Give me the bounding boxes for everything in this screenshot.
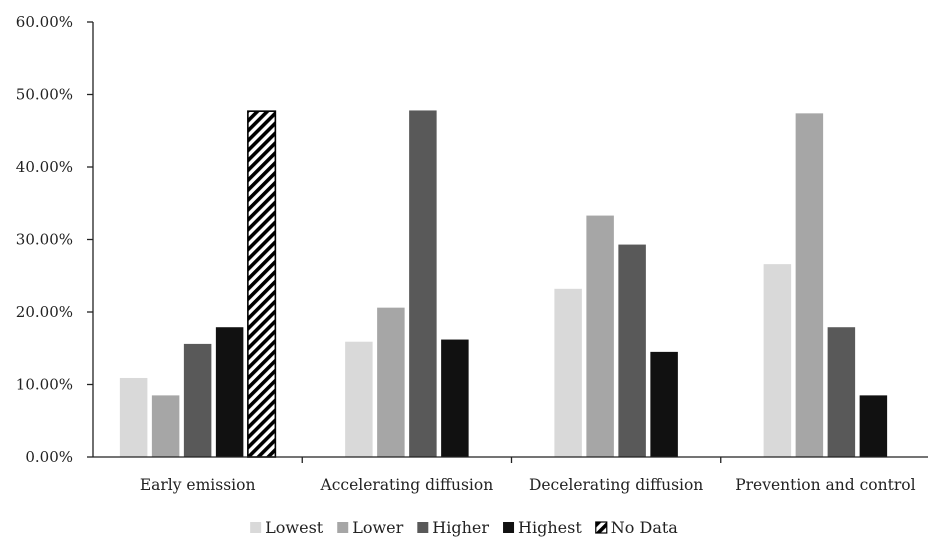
- legend: Lowest Lower Higher Highest No Data: [250, 518, 678, 537]
- bar-lowest: [345, 341, 373, 457]
- legend-item-higher: Higher: [417, 518, 489, 537]
- category-label: Prevention and control: [735, 476, 915, 494]
- bar-highest: [859, 395, 888, 457]
- bar-highest: [215, 327, 244, 457]
- bar-lowest: [554, 288, 582, 457]
- bar-higher: [409, 110, 437, 457]
- axes: [92, 22, 928, 463]
- legend-swatch: [417, 522, 429, 533]
- legend-item-no-data: No Data: [595, 518, 679, 537]
- bar-higher: [183, 343, 212, 457]
- bar-lower: [586, 215, 614, 457]
- category-labels: Early emission Accelerating diffusion Dece…: [140, 476, 916, 494]
- y-tick-label: 40.00%: [16, 158, 73, 176]
- legend-swatch: [503, 522, 515, 533]
- category-label: Accelerating diffusion: [320, 476, 494, 494]
- y-tick-label: 20.00%: [16, 303, 73, 321]
- bar-no-data: [247, 110, 277, 458]
- legend-label: No Data: [611, 518, 679, 537]
- bar-lower: [151, 395, 180, 457]
- legend-label: Highest: [518, 518, 582, 537]
- y-tick-label: 50.00%: [16, 86, 73, 104]
- legend-item-highest: Highest: [503, 518, 582, 537]
- bar-higher: [827, 327, 856, 457]
- bar-lower: [377, 307, 405, 457]
- bar-lower: [795, 113, 824, 457]
- y-tick-label: 60.00%: [16, 13, 73, 31]
- bar-highest: [441, 339, 469, 457]
- y-axis-ticks: 0.00% 10.00% 20.00% 30.00% 40.00% 50.00% 60.00…: [16, 13, 93, 466]
- legend-swatch: [337, 522, 349, 533]
- legend-label: Lower: [352, 518, 403, 537]
- legend-label: Higher: [432, 518, 489, 537]
- bar-highest: [650, 351, 678, 457]
- y-tick-label: 0.00%: [25, 448, 73, 466]
- bars: [119, 110, 888, 458]
- legend-label: Lowest: [265, 518, 324, 537]
- legend-item-lowest: Lowest: [250, 518, 324, 537]
- category-label: Early emission: [140, 476, 256, 494]
- legend-item-lower: Lower: [337, 518, 404, 537]
- bar-lowest: [119, 377, 148, 457]
- legend-swatch: [250, 522, 262, 533]
- category-label: Decelerating diffusion: [529, 476, 703, 494]
- y-tick-label: 10.00%: [16, 376, 73, 394]
- bar-lowest: [763, 264, 792, 457]
- legend-swatch: [595, 521, 608, 534]
- bar-higher: [618, 244, 646, 457]
- y-tick-label: 30.00%: [16, 231, 73, 249]
